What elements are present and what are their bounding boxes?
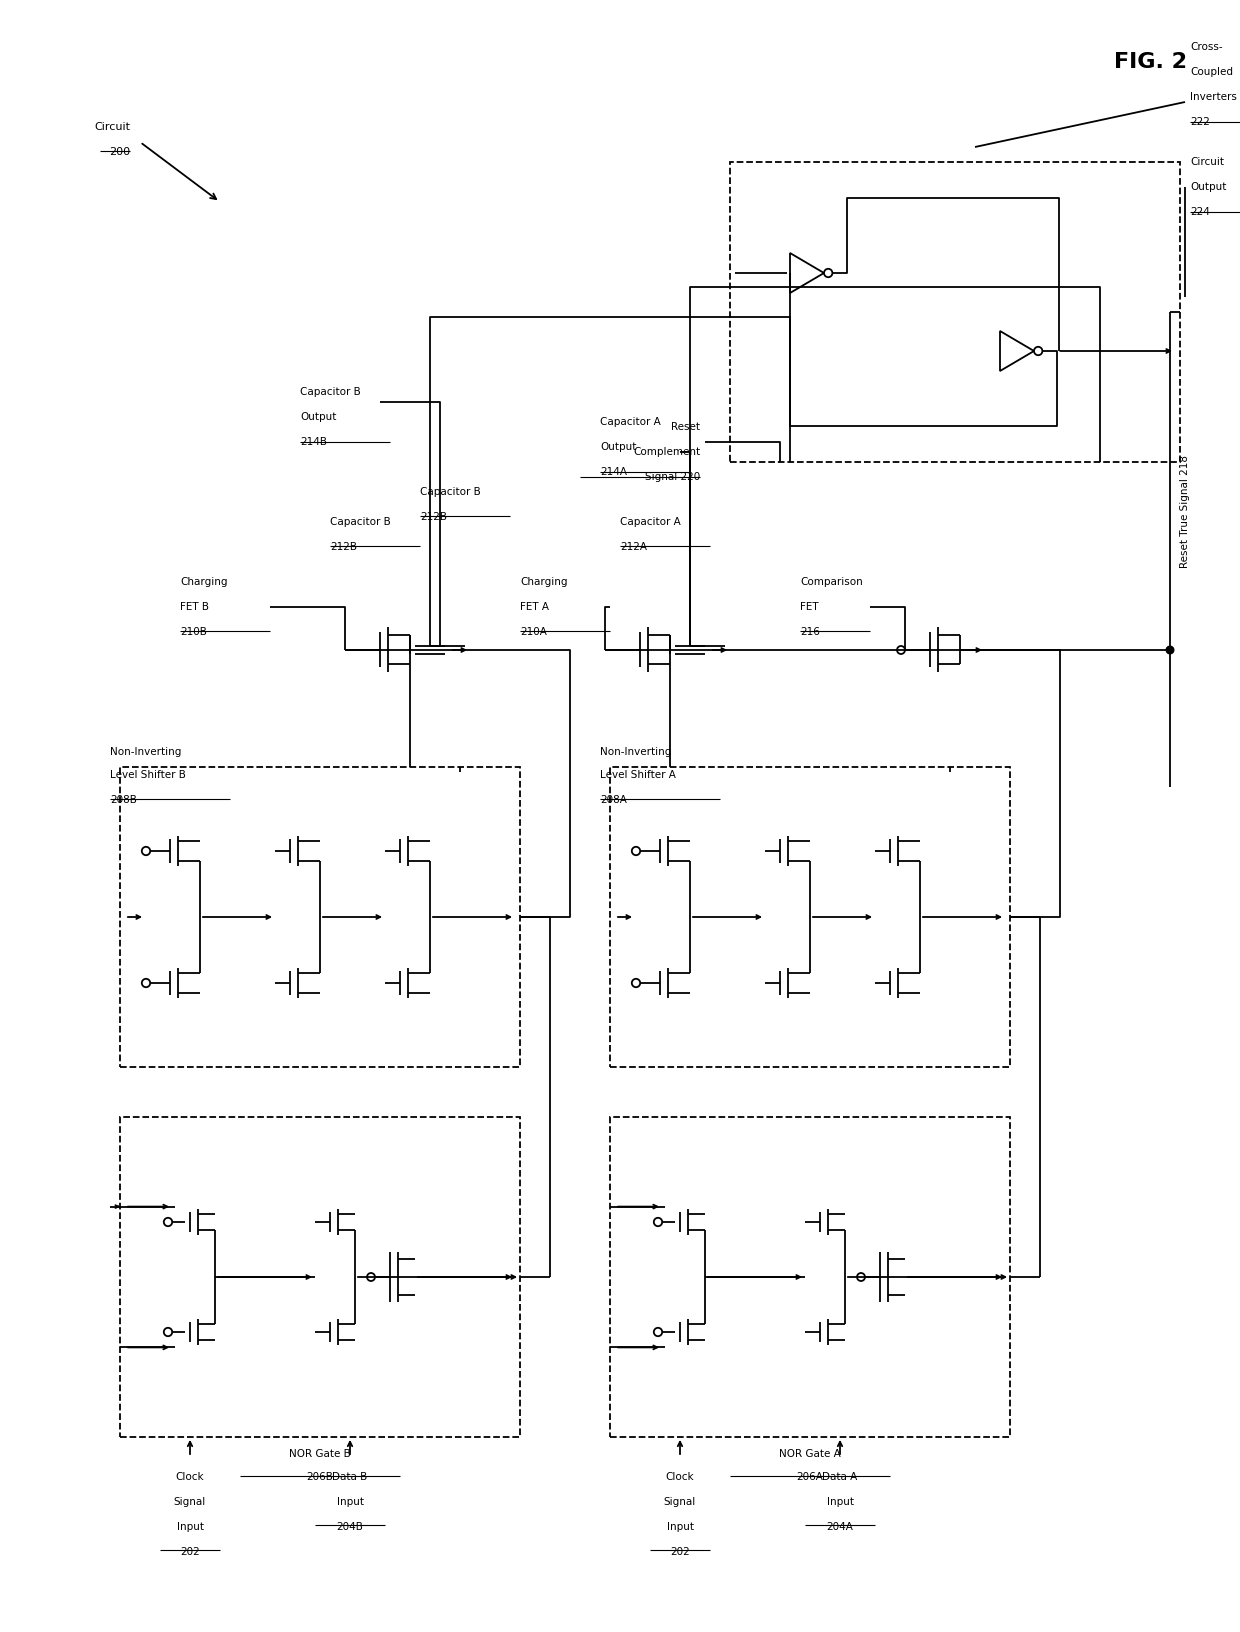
Text: Complement: Complement: [632, 447, 701, 457]
Circle shape: [632, 979, 640, 987]
Text: Comparison: Comparison: [800, 578, 863, 588]
Text: 214B: 214B: [300, 437, 327, 447]
Text: NOR Gate B: NOR Gate B: [289, 1449, 351, 1459]
Text: Signal 220: Signal 220: [645, 472, 701, 481]
Text: 206B: 206B: [306, 1472, 334, 1482]
Text: Level Shifter B: Level Shifter B: [110, 770, 186, 780]
Text: 212B: 212B: [420, 512, 446, 522]
Circle shape: [897, 646, 905, 654]
Text: 206A: 206A: [796, 1472, 823, 1482]
Text: 204A: 204A: [827, 1523, 853, 1532]
Text: Input: Input: [176, 1523, 203, 1532]
Circle shape: [164, 1328, 172, 1337]
Text: FET B: FET B: [180, 602, 210, 612]
Text: 214A: 214A: [600, 467, 627, 477]
Text: Input: Input: [336, 1497, 363, 1506]
Text: 212B: 212B: [330, 542, 357, 552]
Text: 202: 202: [180, 1547, 200, 1557]
Text: Circuit: Circuit: [1190, 157, 1224, 166]
Circle shape: [653, 1217, 662, 1226]
Text: Non-Inverting: Non-Inverting: [600, 747, 671, 757]
Text: Signal: Signal: [663, 1497, 696, 1506]
Circle shape: [632, 847, 640, 855]
Text: Clock: Clock: [176, 1472, 205, 1482]
Text: 210B: 210B: [180, 627, 207, 636]
Circle shape: [1166, 646, 1174, 654]
Text: Reset: Reset: [671, 423, 701, 432]
Bar: [120, 1116, 520, 1438]
Text: 202: 202: [670, 1547, 689, 1557]
Circle shape: [141, 979, 150, 987]
Circle shape: [164, 1217, 172, 1226]
Text: Capacitor A: Capacitor A: [600, 418, 661, 428]
Text: Inverters: Inverters: [1190, 91, 1236, 101]
Text: Non-Inverting: Non-Inverting: [110, 747, 181, 757]
Text: Output: Output: [300, 411, 336, 423]
Text: FET: FET: [800, 602, 818, 612]
Circle shape: [1034, 346, 1043, 356]
Text: 222: 222: [1190, 118, 1210, 127]
Text: Capacitor B: Capacitor B: [300, 387, 361, 397]
Text: 208A: 208A: [600, 795, 627, 805]
Text: Input: Input: [827, 1497, 853, 1506]
Text: Signal: Signal: [174, 1497, 206, 1506]
Text: Reset True Signal 218: Reset True Signal 218: [1180, 455, 1190, 568]
Text: 224: 224: [1190, 207, 1210, 217]
Bar: [610, 767, 1011, 1067]
Text: 210A: 210A: [520, 627, 547, 636]
Circle shape: [653, 1328, 662, 1337]
Text: 216: 216: [800, 627, 820, 636]
Text: FET A: FET A: [520, 602, 549, 612]
Bar: [120, 767, 520, 1067]
Text: 212A: 212A: [620, 542, 647, 552]
Circle shape: [825, 269, 832, 277]
Text: Data B: Data B: [332, 1472, 367, 1482]
Text: Coupled: Coupled: [1190, 67, 1233, 77]
Text: 200: 200: [109, 147, 130, 157]
Text: Data A: Data A: [822, 1472, 858, 1482]
Text: Capacitor A: Capacitor A: [620, 517, 681, 527]
Text: 204B: 204B: [336, 1523, 363, 1532]
Circle shape: [857, 1273, 866, 1281]
Text: 208B: 208B: [110, 795, 136, 805]
Circle shape: [367, 1273, 374, 1281]
Text: Charging: Charging: [180, 578, 227, 588]
Bar: [730, 162, 1180, 462]
Text: Input: Input: [667, 1523, 693, 1532]
Text: Cross-: Cross-: [1190, 42, 1223, 52]
Text: NOR Gate A: NOR Gate A: [779, 1449, 841, 1459]
Text: Clock: Clock: [666, 1472, 694, 1482]
Text: Circuit: Circuit: [94, 122, 130, 132]
Text: Charging: Charging: [520, 578, 568, 588]
Text: Capacitor B: Capacitor B: [420, 486, 481, 498]
Bar: [610, 1116, 1011, 1438]
Text: Level Shifter A: Level Shifter A: [600, 770, 676, 780]
Text: Output: Output: [600, 442, 636, 452]
Text: FIG. 2: FIG. 2: [1114, 52, 1187, 72]
Text: Capacitor B: Capacitor B: [330, 517, 391, 527]
Text: Output: Output: [1190, 183, 1226, 193]
Circle shape: [141, 847, 150, 855]
